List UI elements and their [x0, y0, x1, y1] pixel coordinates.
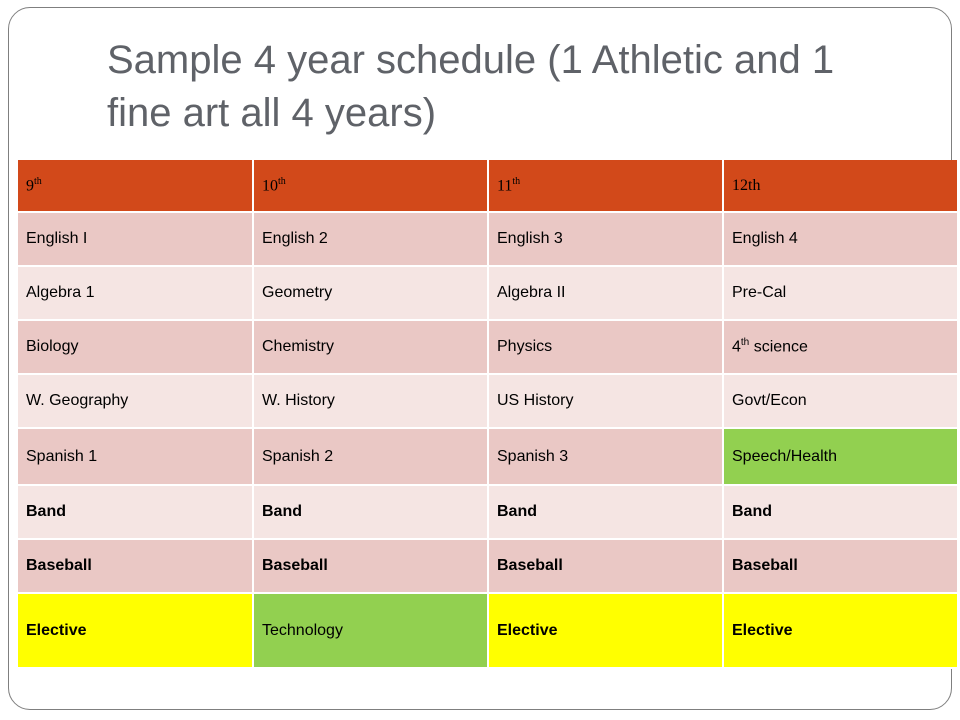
table-row: Band Band Band Band — [18, 485, 959, 540]
table-cell-highlight: Elective — [18, 593, 254, 669]
table-cell: US History — [488, 374, 724, 429]
slide-title: Sample 4 year schedule (1 Athletic and 1… — [107, 38, 835, 135]
table-cell: English 4 — [723, 212, 959, 267]
schedule-table: 9th 10th 11th 12th English I English 2 E… — [18, 160, 959, 669]
table-cell: W. Geography — [18, 374, 254, 429]
table-cell: English I — [18, 212, 254, 267]
table-cell: English 2 — [253, 212, 489, 267]
table-cell: Baseball — [723, 539, 959, 594]
table-cell: Chemistry — [253, 320, 489, 375]
table-row: Elective Technology Elective Elective — [18, 593, 959, 669]
table-row: Spanish 1 Spanish 2 Spanish 3 Speech/Hea… — [18, 428, 959, 486]
table-cell-highlight: Elective — [723, 593, 959, 669]
header-cell-10th: 10th — [253, 160, 489, 213]
table-row: Baseball Baseball Baseball Baseball — [18, 539, 959, 594]
table-cell: Band — [723, 485, 959, 540]
table-cell: Spanish 3 — [488, 428, 724, 486]
table-cell: 4th science — [723, 320, 959, 375]
table-cell: Physics — [488, 320, 724, 375]
table-cell: Govt/Econ — [723, 374, 959, 429]
table-cell: Band — [253, 485, 489, 540]
table-cell-highlight: Elective — [488, 593, 724, 669]
table-cell-highlight: Technology — [253, 593, 489, 669]
table-cell: Baseball — [253, 539, 489, 594]
table-cell: Band — [18, 485, 254, 540]
table-cell: Baseball — [18, 539, 254, 594]
table-cell: Pre-Cal — [723, 266, 959, 321]
table-cell: Spanish 1 — [18, 428, 254, 486]
table-row: W. Geography W. History US History Govt/… — [18, 374, 959, 429]
table-row: Biology Chemistry Physics 4th science — [18, 320, 959, 375]
header-row: 9th 10th 11th 12th — [18, 160, 959, 213]
table-cell: W. History — [253, 374, 489, 429]
table-cell: Algebra II — [488, 266, 724, 321]
table-cell: Baseball — [488, 539, 724, 594]
header-cell-9th: 9th — [18, 160, 254, 213]
table-cell-highlight: Speech/Health — [723, 428, 959, 486]
table-row: English I English 2 English 3 English 4 — [18, 212, 959, 267]
table-cell: Biology — [18, 320, 254, 375]
table-cell: Geometry — [253, 266, 489, 321]
table-row: Algebra 1 Geometry Algebra II Pre-Cal — [18, 266, 959, 321]
header-cell-12th: 12th — [723, 160, 959, 213]
table-cell: Band — [488, 485, 724, 540]
table-cell: English 3 — [488, 212, 724, 267]
table-cell: Spanish 2 — [253, 428, 489, 486]
header-cell-11th: 11th — [488, 160, 724, 213]
table-cell: Algebra 1 — [18, 266, 254, 321]
